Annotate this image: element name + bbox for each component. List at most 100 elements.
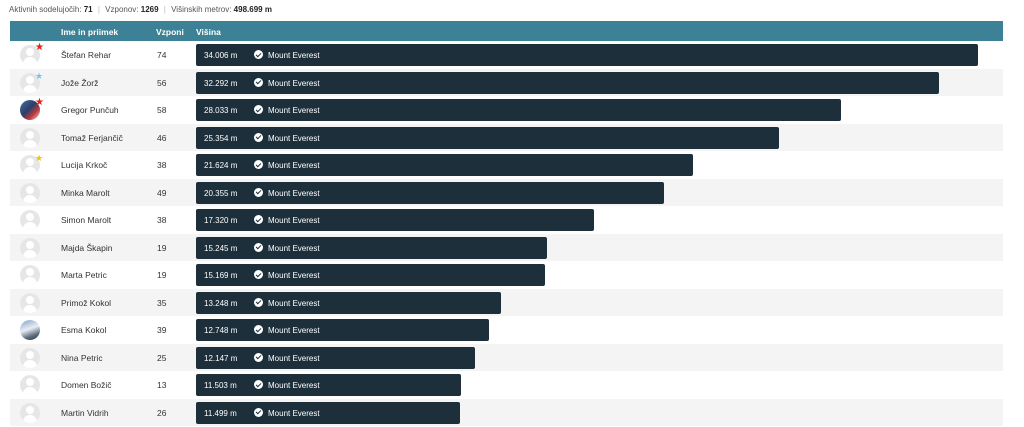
height-value: 25.354 m [204, 133, 238, 143]
avatar[interactable] [20, 265, 40, 285]
avatar[interactable] [20, 402, 40, 423]
meters-label: Višinskih metrov: [171, 5, 232, 14]
participant-name[interactable]: Nina Petric [61, 352, 103, 363]
check-circle-icon [254, 352, 263, 362]
avatar-head-shape [26, 75, 34, 84]
avatar[interactable] [20, 237, 40, 258]
height-value: 21.624 m [204, 161, 238, 170]
participant-name[interactable]: Primož Kokol [61, 297, 112, 308]
participant-name[interactable]: Tomaž Ferjančič [61, 132, 123, 143]
avatar[interactable] [20, 292, 40, 313]
avatar[interactable] [20, 100, 40, 120]
check-circle-icon [254, 325, 263, 334]
table-row[interactable]: Nina Petric 25 12.147 m Mount Everest [10, 343, 1003, 371]
height-bar: 25.354 m Mount Everest [196, 126, 779, 149]
height-bar: 32.292 m Mount Everest [196, 71, 939, 94]
climbs-count: 56 [157, 77, 167, 88]
active-value: 71 [83, 5, 93, 14]
height-bar: 21.624 m Mount Everest [196, 154, 693, 176]
avatar[interactable] [20, 210, 40, 230]
check-circle-icon [254, 105, 263, 114]
participant-name[interactable]: Marta Petric [61, 270, 107, 280]
height-value: 20.355 m [204, 188, 238, 198]
participant-name[interactable]: Jože Žorž [61, 77, 99, 88]
peak-label: Mount Everest [268, 381, 320, 390]
check-circle-icon [254, 270, 263, 279]
peak-label: Mount Everest [268, 78, 320, 88]
red-star-icon: ★ [35, 42, 44, 53]
table-row[interactable]: Esma Kokol 39 12.748 m Mount Everest [10, 316, 1003, 344]
height-bar: 11.499 m Mount Everest [196, 401, 460, 424]
summary-stats: Aktivnih sodelujočih: 71 | Vzponov: 1269… [9, 5, 272, 14]
avatar[interactable] [20, 127, 40, 148]
active-label: Aktivnih sodelujočih: [9, 5, 82, 14]
avatar-head-shape [26, 405, 34, 414]
column-header-height[interactable]: Višina [196, 27, 221, 37]
check-circle-icon [254, 407, 263, 417]
avatar-body-shape [23, 304, 37, 313]
avatar[interactable] [20, 155, 40, 175]
avatar[interactable] [20, 72, 40, 93]
participant-name[interactable]: Majda Škapin [61, 242, 113, 253]
gold-star-icon: ★ [35, 153, 44, 163]
table-row[interactable]: Martin Vidrih 26 11.499 m Mount Everest [10, 398, 1003, 426]
avatar[interactable] [20, 347, 40, 368]
avatar-body-shape [23, 387, 37, 395]
avatar[interactable] [20, 375, 40, 395]
participant-name[interactable]: Štefan Rehar [61, 50, 112, 60]
height-value: 11.503 m [204, 381, 237, 390]
climbs-count: 13 [157, 380, 167, 390]
table-row[interactable]: ★ Jože Žorž 56 32.292 m Mount Everest [10, 68, 1003, 96]
participant-name[interactable]: Domen Božič [61, 380, 112, 390]
table-row[interactable]: Primož Kokol 35 13.248 m Mount Everest [10, 288, 1003, 316]
avatar[interactable] [20, 182, 40, 203]
table-row[interactable]: Simon Marolt 38 17.320 m Mount Everest [10, 206, 1003, 234]
column-header-name[interactable]: Ime in priimek [61, 27, 119, 37]
height-bar: 17.320 m Mount Everest [196, 209, 594, 231]
leaderboard-table: Ime in priimek Vzponi Višina ★ Štefan Reh… [10, 21, 1003, 426]
climbs-count: 49 [157, 187, 167, 198]
climbs-count: 58 [157, 105, 167, 115]
participant-name[interactable]: Gregor Punčuh [61, 105, 119, 115]
height-bar: 11.503 m Mount Everest [196, 374, 461, 396]
table-row[interactable]: ★ Štefan Rehar 74 34.006 m Mount Everest [10, 41, 1003, 69]
height-bar: 20.355 m Mount Everest [196, 181, 664, 204]
avatar[interactable] [20, 320, 40, 340]
check-circle-icon [254, 77, 263, 87]
height-value: 28.033 m [204, 106, 238, 115]
participant-name[interactable]: Simon Marolt [61, 215, 112, 225]
peak-label: Mount Everest [268, 353, 320, 363]
table-row[interactable]: Marta Petric 19 15.169 m Mount Everest [10, 261, 1003, 289]
column-header-climbs[interactable]: Vzponi [156, 27, 184, 37]
avatar-body-shape [23, 414, 37, 423]
blue-star-icon: ★ [35, 70, 44, 81]
peak-label: Mount Everest [268, 188, 320, 198]
avatar-body-shape [23, 222, 37, 230]
table-row[interactable]: Minka Marolt 49 20.355 m Mount Everest [10, 178, 1003, 206]
participant-name[interactable]: Esma Kokol [61, 325, 107, 335]
peak-label: Mount Everest [268, 243, 320, 253]
avatar-body-shape [23, 167, 37, 175]
peak-label: Mount Everest [268, 298, 320, 308]
participant-name[interactable]: Lucija Krkoč [61, 160, 108, 170]
height-bar: 12.147 m Mount Everest [196, 346, 475, 369]
check-circle-icon [254, 215, 263, 224]
table-row[interactable]: ★ Lucija Krkoč 38 21.624 m Mount Everest [10, 151, 1003, 179]
table-row[interactable]: Majda Škapin 19 15.245 m Mount Everest [10, 233, 1003, 261]
table-row[interactable]: ★ Gregor Punčuh 58 28.033 m Mount Everest [10, 96, 1003, 124]
meters-value: 498.699 m [233, 5, 272, 14]
check-circle-icon [254, 380, 263, 389]
table-body: ★ Štefan Rehar 74 34.006 m Mount Everest ★ Jož… [10, 41, 1003, 426]
avatar[interactable] [20, 45, 40, 65]
avatar-body-shape [23, 57, 37, 65]
participant-name[interactable]: Martin Vidrih [61, 407, 109, 418]
table-row[interactable]: Tomaž Ferjančič 46 25.354 m Mount Everest [10, 123, 1003, 151]
height-bar: 12.748 m Mount Everest [196, 319, 489, 341]
check-circle-icon [254, 242, 263, 252]
climbs-count: 25 [157, 352, 167, 363]
avatar-body-shape [23, 249, 37, 258]
table-row[interactable]: Domen Božič 13 11.503 m Mount Everest [10, 371, 1003, 399]
check-circle-icon [254, 187, 263, 197]
climbs-count: 38 [157, 215, 167, 225]
participant-name[interactable]: Minka Marolt [61, 187, 110, 198]
